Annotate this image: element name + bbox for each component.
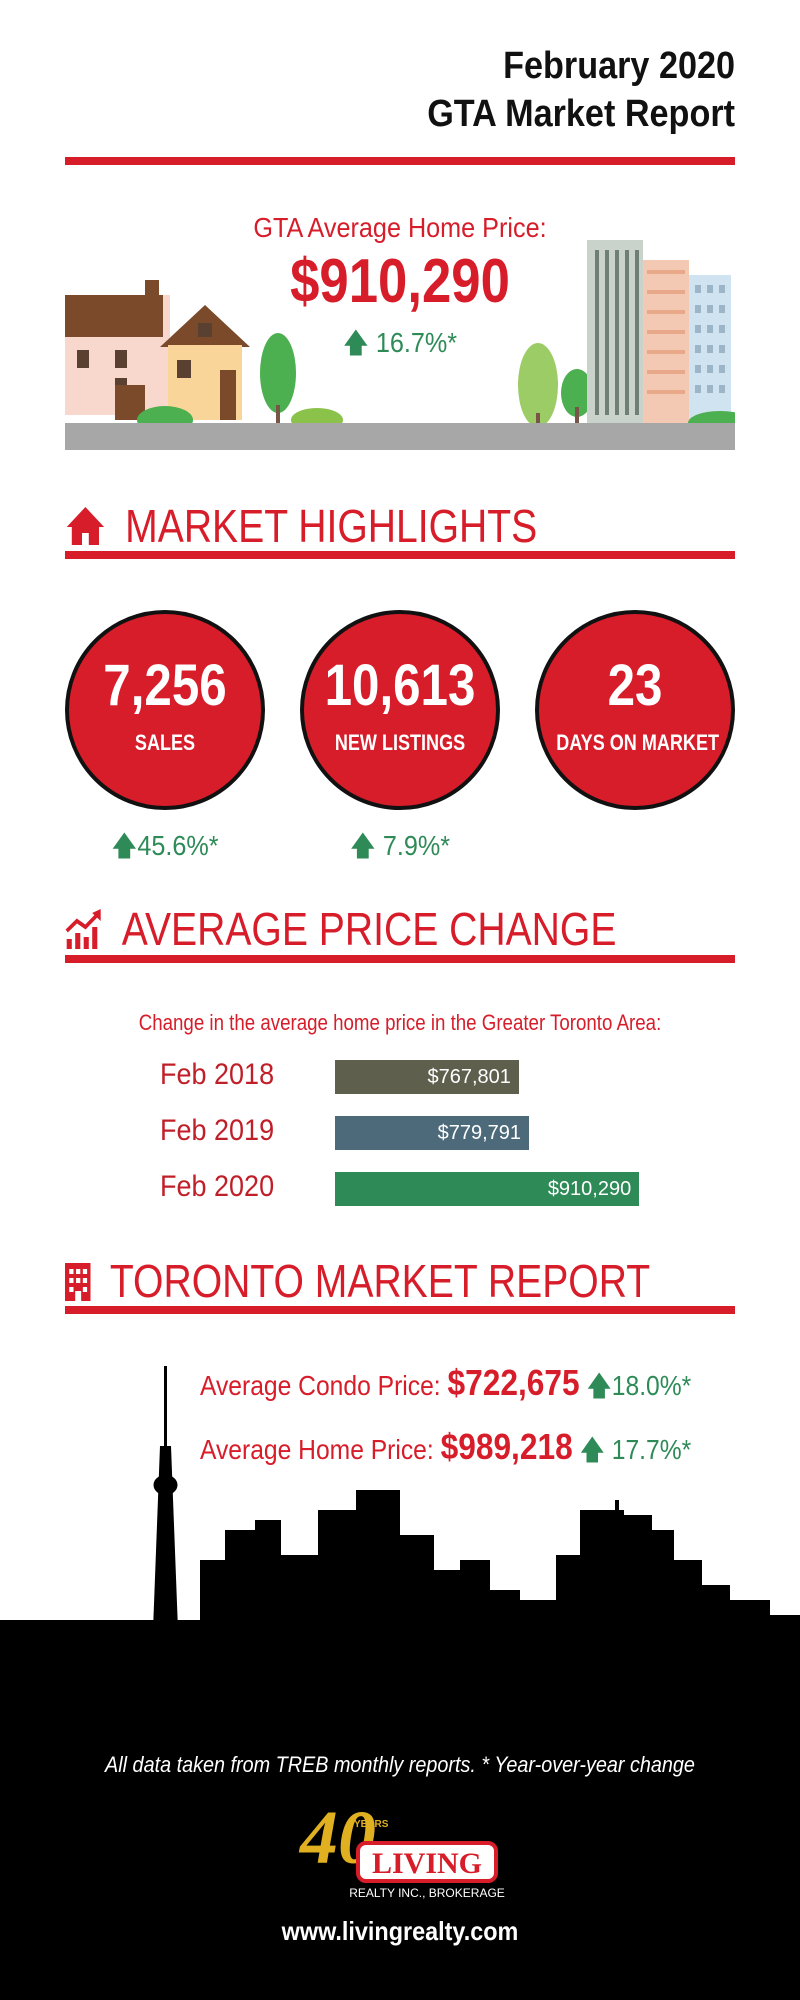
- toronto-skyline-silhouette: [0, 1366, 800, 2000]
- home-price-change: 17.7%*: [611, 1434, 692, 1465]
- building-icon: [65, 1262, 91, 1301]
- home-price-value: $989,218: [440, 1426, 573, 1467]
- logo-subtitle: REALTY INC., BROKERAGE: [349, 1886, 505, 1900]
- header-divider: [65, 157, 735, 165]
- hero-price: $910,290: [290, 247, 510, 316]
- stat-label: SALES: [134, 730, 196, 755]
- section-title: TORONTO MARKET REPORT: [109, 1254, 651, 1307]
- condo-price-value: $722,675: [447, 1362, 580, 1403]
- stat-change-value: 7.9%*: [382, 830, 451, 861]
- hero-change-value: 16.7%*: [375, 327, 458, 358]
- section-heading-toronto: TORONTO MARKET REPORT: [65, 1250, 650, 1308]
- house-icon: [66, 506, 105, 545]
- logo-badge: [356, 1841, 498, 1883]
- condo-price-label: Average Condo Price:: [200, 1370, 441, 1401]
- bar-category-label: Feb 2020: [160, 1170, 275, 1203]
- up-arrow-icon: 🡅: [349, 830, 376, 861]
- stat-new-listings: 10,613 NEW LISTINGS: [300, 610, 500, 810]
- chart-caption: Change in the average home price in the …: [138, 1010, 662, 1035]
- section-title: AVERAGE PRICE CHANGE: [121, 902, 617, 955]
- report-title: February 2020 GTA Market Report: [427, 42, 735, 138]
- price-bar: $910,290: [335, 1172, 640, 1206]
- logo-years-word: YEARS: [354, 1819, 389, 1830]
- stat-label: DAYS ON MARKET: [556, 730, 719, 755]
- up-arrow-icon: 🡅: [111, 830, 138, 861]
- up-arrow-icon: 🡅: [342, 327, 369, 358]
- tree-2: [518, 343, 558, 427]
- up-arrow-icon: 🡅: [586, 1370, 612, 1401]
- tower-2: [643, 260, 689, 423]
- home-price-row: Average Home Price: $989,218 🡅 17.7%*: [200, 1426, 691, 1477]
- toronto-divider: [65, 1306, 735, 1314]
- bar-category-label: Feb 2019: [160, 1114, 275, 1147]
- report-name: GTA Market Report: [427, 93, 735, 135]
- stat-change-value: 45.6%*: [137, 830, 219, 861]
- stat-label: NEW LISTINGS: [334, 730, 466, 755]
- report-month: February 2020: [503, 45, 735, 87]
- condo-price-change: 18.0%*: [611, 1370, 692, 1401]
- condo-price-row: Average Condo Price: $722,675 🡅18.0%*: [200, 1362, 691, 1413]
- stat-value: 23: [607, 653, 663, 718]
- home-price-label: Average Home Price:: [200, 1434, 434, 1465]
- bar-category-label: Feb 2018: [160, 1058, 275, 1091]
- stat-sales-change: 🡅45.6%*: [75, 825, 255, 873]
- price-bar: $767,801: [335, 1060, 519, 1094]
- section-heading-highlights: MARKET HIGHLIGHTS: [65, 495, 537, 553]
- living-realty-logo: 40 YEARS LIVING REALTY INC., BROKERAGE: [298, 1796, 505, 1900]
- trend-chart-icon: [65, 908, 101, 949]
- stat-listings-change: 🡅 7.9%*: [310, 825, 490, 873]
- section-title: MARKET HIGHLIGHTS: [125, 499, 538, 552]
- stat-value: 7,256: [103, 653, 227, 718]
- tree-1: [260, 333, 296, 413]
- highlights-divider: [65, 551, 735, 559]
- stat-days-on-market: 23 DAYS ON MARKET: [535, 610, 735, 810]
- stat-sales: 7,256 SALES: [65, 610, 265, 810]
- city-illustration: [65, 240, 735, 450]
- stat-value: 10,613: [324, 653, 476, 718]
- ground: [65, 423, 735, 450]
- footnote: All data taken from TREB monthly reports…: [105, 1752, 695, 1777]
- section-heading-price-change: AVERAGE PRICE CHANGE: [65, 898, 616, 956]
- up-arrow-icon: 🡅: [579, 1434, 605, 1465]
- price-bar: $779,791: [335, 1116, 530, 1150]
- website-link[interactable]: www.livingrealty.com: [281, 1916, 519, 1946]
- hero-change: 🡅 16.7%*: [40, 322, 760, 370]
- price-change-divider: [65, 955, 735, 963]
- tree-3: [561, 369, 593, 417]
- house-left-roof: [65, 295, 163, 337]
- logo-name: LIVING: [372, 1847, 482, 1880]
- hero-label: GTA Average Home Price:: [253, 212, 547, 243]
